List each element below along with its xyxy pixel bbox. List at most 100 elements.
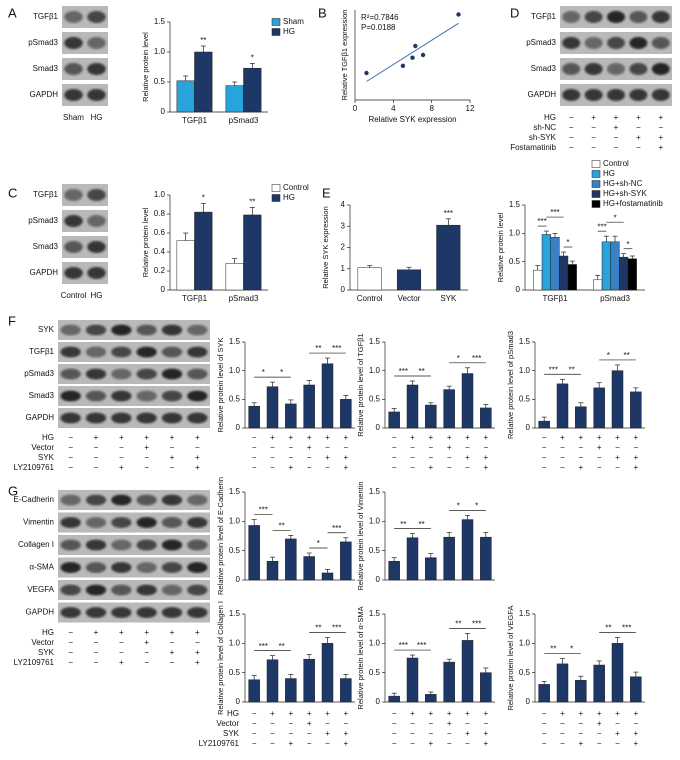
y-tick-label: 3 bbox=[341, 221, 346, 230]
bar bbox=[630, 676, 642, 703]
blot-row-label: SYK bbox=[38, 325, 55, 334]
blot-band bbox=[136, 539, 157, 551]
condition-mark: − bbox=[307, 739, 312, 748]
bar bbox=[340, 678, 352, 703]
condition-mark: + bbox=[614, 123, 619, 132]
x-tick-label: TGFβ1 bbox=[182, 294, 208, 303]
condition-mark: + bbox=[410, 709, 415, 718]
point bbox=[456, 12, 461, 17]
condition-label: Vector bbox=[31, 638, 54, 647]
blot-band bbox=[187, 607, 208, 618]
blot-band bbox=[187, 390, 208, 402]
blot-band bbox=[60, 562, 81, 573]
condition-mark: + bbox=[615, 433, 620, 442]
significance: *** bbox=[417, 641, 426, 650]
condition-mark: − bbox=[465, 463, 470, 472]
condition-mark: − bbox=[465, 719, 470, 728]
condition-mark: + bbox=[560, 433, 565, 442]
panel-label: F bbox=[8, 313, 16, 328]
y-tick-label: 1.0 bbox=[509, 228, 521, 237]
condition-mark: − bbox=[392, 463, 397, 472]
blot-band bbox=[64, 267, 83, 279]
y-tick-label: 1 bbox=[341, 264, 346, 273]
blot-row-label: Smad3 bbox=[29, 391, 55, 400]
point bbox=[413, 43, 418, 49]
condition-label: HG bbox=[42, 628, 54, 637]
condition-label: sh-SYK bbox=[529, 133, 557, 142]
significance: *** bbox=[399, 641, 408, 650]
condition-mark: − bbox=[658, 123, 663, 132]
y-tick-label: 0.5 bbox=[369, 394, 381, 403]
legend-swatch bbox=[591, 160, 601, 168]
bar bbox=[266, 659, 279, 703]
blot-band bbox=[136, 346, 157, 358]
condition-mark: − bbox=[636, 123, 641, 132]
bar bbox=[443, 389, 455, 429]
blot-band bbox=[187, 539, 208, 551]
condition-mark: − bbox=[288, 729, 293, 738]
bar bbox=[425, 557, 437, 581]
legend-swatch bbox=[271, 18, 281, 26]
bar bbox=[538, 684, 550, 703]
condition-mark: + bbox=[428, 433, 433, 442]
x-tick-label: pSmad3 bbox=[600, 294, 630, 303]
significance: * bbox=[280, 368, 283, 377]
condition-mark: − bbox=[410, 719, 415, 728]
blot-band bbox=[651, 63, 670, 75]
condition-mark: − bbox=[569, 113, 574, 122]
condition-mark: − bbox=[633, 719, 638, 728]
bar bbox=[406, 384, 419, 429]
condition-mark: − bbox=[591, 133, 596, 142]
x-tick-label: Control bbox=[357, 294, 383, 303]
blot-band bbox=[85, 562, 107, 573]
bar bbox=[357, 267, 382, 291]
blot-band bbox=[64, 241, 83, 253]
condition-mark: − bbox=[94, 463, 99, 472]
blot-band bbox=[60, 584, 81, 596]
condition-mark: + bbox=[578, 739, 583, 748]
condition-mark: − bbox=[270, 729, 275, 738]
bar bbox=[248, 525, 260, 581]
y-axis-label: Relative protein level of TGFβ1 bbox=[356, 333, 365, 436]
bar bbox=[266, 386, 279, 429]
blot-band bbox=[136, 368, 157, 380]
legend-label: Control bbox=[283, 183, 309, 192]
y-tick-label: 0 bbox=[376, 697, 381, 706]
blot-row-label: pSmad3 bbox=[28, 38, 58, 47]
condition-mark: − bbox=[578, 443, 583, 452]
y-axis-label: Relative protein level of pSmad3 bbox=[506, 331, 515, 439]
condition-label: SYK bbox=[223, 729, 240, 738]
panel-label: B bbox=[318, 5, 327, 20]
condition-mark: + bbox=[597, 709, 602, 718]
blot-band bbox=[87, 89, 106, 101]
blot-row-label: TGFβ1 bbox=[33, 190, 59, 199]
legend-label: HG+fostamatinib bbox=[603, 199, 663, 208]
condition-mark: − bbox=[325, 443, 330, 452]
condition-mark: − bbox=[614, 133, 619, 142]
condition-mark: + bbox=[410, 433, 415, 442]
blot-band bbox=[161, 390, 183, 402]
legend-label: HG bbox=[283, 193, 295, 202]
condition-mark: + bbox=[144, 433, 149, 442]
condition-mark: − bbox=[410, 443, 415, 452]
condition-mark: − bbox=[307, 729, 312, 738]
bar bbox=[443, 661, 455, 703]
bar bbox=[619, 256, 629, 291]
bar bbox=[285, 678, 297, 703]
bar bbox=[593, 664, 605, 703]
blot-row-label: TGFβ1 bbox=[531, 12, 557, 21]
condition-mark: + bbox=[343, 729, 348, 738]
condition-mark: − bbox=[343, 719, 348, 728]
y-tick-label: 1.0 bbox=[229, 516, 241, 525]
blot-band bbox=[187, 494, 208, 506]
condition-mark: − bbox=[428, 453, 433, 462]
y-tick-label: 0.5 bbox=[519, 394, 531, 403]
bar bbox=[559, 255, 569, 291]
y-tick-label: 0.4 bbox=[154, 247, 166, 256]
condition-mark: + bbox=[195, 628, 200, 637]
significance: *** bbox=[549, 365, 558, 374]
blot-band bbox=[161, 539, 183, 551]
condition-mark: − bbox=[636, 143, 641, 152]
blot-band bbox=[64, 37, 83, 49]
condition-mark: − bbox=[270, 443, 275, 452]
